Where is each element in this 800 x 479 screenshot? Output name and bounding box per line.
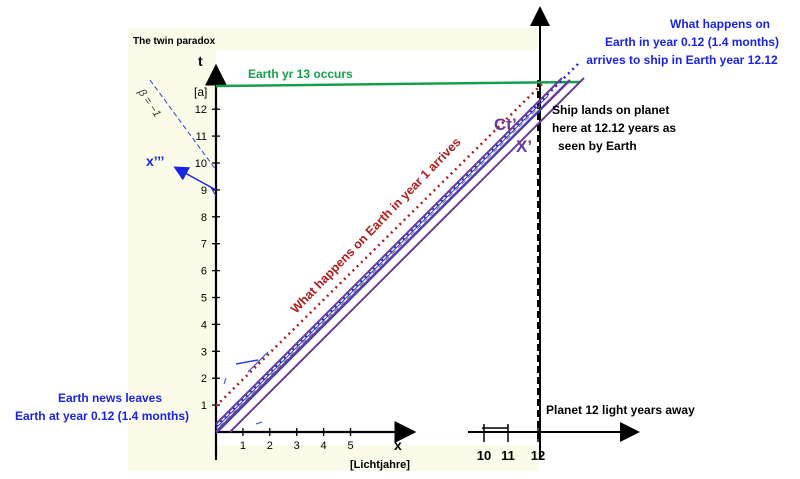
x-tick-label: 2 <box>267 440 273 452</box>
earth-news-signal-line <box>215 61 581 427</box>
x-axis-label: x <box>394 437 402 453</box>
ct-prime-label: Ct’ <box>494 115 517 134</box>
ship-lands-line3: seen by Earth <box>558 139 637 153</box>
what-happens-top-line1: What happens on <box>670 17 770 31</box>
t-tick-label: 9 <box>201 185 207 197</box>
t-tick-label: 10 <box>195 158 207 170</box>
far-tick-label: 11 <box>501 448 515 463</box>
x-triple-arrow <box>173 166 217 191</box>
what-happens-top-line2: Earth in year 0.12 (1.4 months) <box>605 35 779 49</box>
light-cone-dashed-line <box>219 105 541 427</box>
t-tick-label: 8 <box>201 212 207 224</box>
planet-label: Planet 12 light years away <box>546 403 695 417</box>
what-happens-top-line3: arrives to ship in Earth year 12.12 <box>586 53 778 67</box>
x-tick-label: 4 <box>321 440 327 452</box>
x-prime-label: X’ <box>516 137 532 156</box>
t-axis-label: t <box>198 53 203 69</box>
x-axis-ticks: 1 2 3 4 5 <box>240 428 354 452</box>
ship-lands-line1: Ship lands on planet <box>552 103 669 117</box>
earth-year1-signal-line <box>215 83 543 407</box>
earth-yr13-label: Earth yr 13 occurs <box>248 67 353 81</box>
t-tick-label: 2 <box>201 373 207 385</box>
earth-news-line1: Earth news leaves <box>58 391 162 405</box>
t-tick-label: 6 <box>201 266 207 278</box>
t-tick-label: 4 <box>201 319 207 331</box>
x-axis-unit: [Lichtjahre] <box>350 459 410 471</box>
x-tick-label: 1 <box>240 440 246 452</box>
t-tick-label: 3 <box>201 346 207 358</box>
x-far-axis-ticks: 10 11 12 <box>477 424 545 463</box>
scan-thin-line-1 <box>215 95 549 429</box>
scan-mark-5 <box>411 227 423 239</box>
t-tick-label: 12 <box>195 104 207 116</box>
far-tick-label: 10 <box>477 448 491 463</box>
figure-title: The twin paradox <box>133 36 216 47</box>
x-triple-tick <box>209 185 217 197</box>
scan-mark-1 <box>247 351 269 373</box>
earth-yr13-line <box>215 80 581 88</box>
t-tick-label: 1 <box>201 400 207 412</box>
ct-prime-line <box>215 77 563 425</box>
x-triple-label: x’’’ <box>146 153 164 169</box>
scan-mark-3 <box>223 377 227 385</box>
t-axis-unit: [a] <box>194 85 207 99</box>
earth-news-line2: Earth at year 0.12 (1.4 months) <box>15 409 189 423</box>
far-tick-label: 12 <box>531 448 545 463</box>
scan-mark-4 <box>255 421 263 425</box>
scan-mark-2 <box>235 359 259 365</box>
beta-line <box>149 79 217 171</box>
t-tick-label: 7 <box>201 239 207 251</box>
x-tick-label: 5 <box>347 440 353 452</box>
x-tick-label: 3 <box>294 440 300 452</box>
scan-thin-line-2 <box>215 103 547 435</box>
x-prime-line <box>229 77 585 433</box>
t-tick-label: 11 <box>196 131 207 143</box>
ship-lands-line2: here at 12.12 years as <box>552 121 676 135</box>
t-tick-label: 5 <box>201 293 207 305</box>
